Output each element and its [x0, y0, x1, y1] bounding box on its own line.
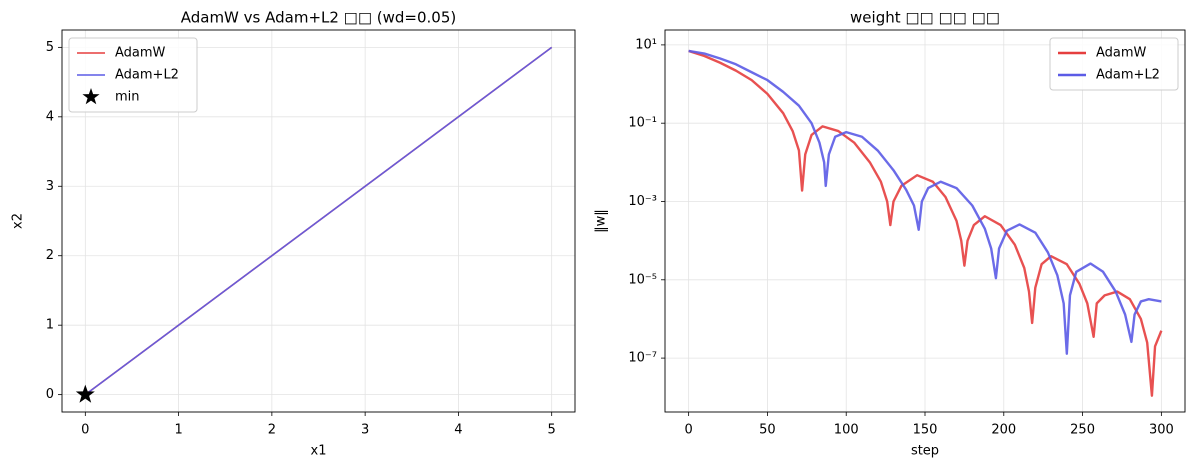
- x-tick-label: 5: [548, 423, 556, 438]
- y-tick-label: 10⁻³: [628, 194, 657, 209]
- legend-box: [1049, 37, 1179, 91]
- axes-frame: [61, 29, 576, 413]
- x-tick-label: 4: [454, 423, 462, 438]
- legend-label: Adam+L2: [115, 68, 179, 83]
- x-tick-label: 250: [1070, 423, 1095, 438]
- y-tick-label: 2: [46, 248, 54, 263]
- series-line: [688, 49, 1162, 355]
- x-tick-label: 100: [834, 423, 859, 438]
- plot: 0 50 100 150 200 250 300 10⁻⁷ 10⁻⁵ 10⁻³ 10⁻¹ 10¹ wei…: [594, 9, 1186, 459]
- chart-title: weight □□ □□ □□: [850, 9, 1000, 27]
- y-tick-label: 3: [46, 179, 54, 194]
- x-tick-label: 0: [684, 423, 692, 438]
- x-axis-label: step: [911, 444, 939, 459]
- series-line: [84, 46, 553, 396]
- x-tick-label: 1: [174, 423, 182, 438]
- legend-swatch: [82, 88, 100, 105]
- axes-frame: [664, 29, 1186, 413]
- x-tick-label: 300: [1149, 423, 1174, 438]
- y-axis-label: x2: [11, 213, 26, 229]
- y-tick-label: 10⁻⁵: [628, 272, 657, 287]
- y-tick-label: 10¹: [635, 37, 657, 52]
- series-group: [84, 46, 553, 396]
- plot: 0 1 2 3 4 5 0 1 2 3 4 5 AdamW vs Adam+L2 □□ (wd=0.05…: [11, 9, 576, 459]
- y-tick-label: 4: [46, 109, 54, 124]
- y-tick-label: 10⁻⁷: [628, 351, 657, 366]
- series-line: [688, 49, 1163, 397]
- y-axis-label: ‖w‖: [594, 209, 609, 233]
- y-tick-label: 0: [46, 387, 54, 402]
- x-axis-label: x1: [311, 444, 327, 459]
- y-tick-label: 1: [46, 318, 54, 333]
- legend-label: AdamW: [115, 46, 166, 61]
- x-tick-label: 150: [913, 423, 938, 438]
- x-tick-label: 2: [268, 423, 276, 438]
- x-tick-label: 0: [81, 423, 89, 438]
- chart-title: AdamW vs Adam+L2 □□ (wd=0.05): [181, 9, 457, 27]
- y-tick-label: 5: [46, 40, 54, 55]
- x-tick-label: 50: [759, 423, 776, 438]
- y-tick-label: 10⁻¹: [628, 116, 657, 131]
- x-tick-label: 3: [361, 423, 369, 438]
- legend-box: [68, 37, 198, 113]
- legend-label: Adam+L2: [1096, 68, 1160, 83]
- x-tick-label: 200: [991, 423, 1016, 438]
- series-group: [688, 49, 1163, 397]
- legend-label: AdamW: [1096, 46, 1147, 61]
- marker-star: [75, 384, 95, 403]
- legend-label: min: [115, 90, 140, 105]
